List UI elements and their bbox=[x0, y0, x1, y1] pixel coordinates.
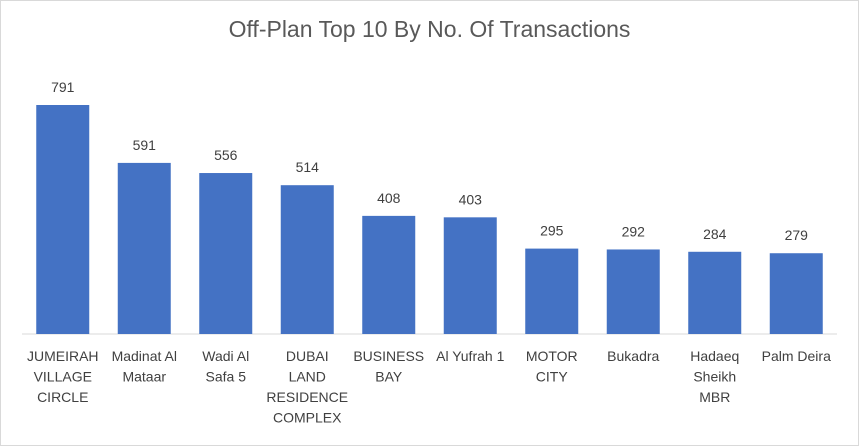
category-label: MBR bbox=[699, 389, 730, 405]
category-label: Safa 5 bbox=[206, 369, 247, 385]
data-label: 295 bbox=[540, 223, 564, 239]
data-label: 591 bbox=[133, 137, 157, 153]
category-label: CIRCLE bbox=[37, 389, 88, 405]
category-label: Madinat Al bbox=[112, 348, 177, 364]
data-label: 514 bbox=[296, 159, 320, 175]
category-label: BAY bbox=[375, 369, 403, 385]
category-label: MOTOR bbox=[526, 348, 578, 364]
bar bbox=[117, 162, 171, 334]
bar bbox=[199, 173, 253, 334]
bar bbox=[769, 253, 823, 334]
category-label: Wadi Al bbox=[202, 348, 249, 364]
data-label: 791 bbox=[51, 79, 75, 95]
bar bbox=[443, 217, 497, 334]
category-label: Palm Deira bbox=[762, 348, 831, 364]
chart-title: Off-Plan Top 10 By No. Of Transactions bbox=[228, 16, 631, 42]
category-label: Mataar bbox=[122, 369, 166, 385]
category-label: VILLAGE bbox=[34, 369, 92, 385]
data-label: 403 bbox=[459, 191, 483, 207]
bar bbox=[36, 105, 90, 334]
category-label: Hadaeq bbox=[690, 348, 739, 364]
category-label: Al Yufrah 1 bbox=[436, 348, 504, 364]
category-label: CITY bbox=[536, 369, 569, 385]
data-label: 284 bbox=[703, 226, 727, 242]
category-label: COMPLEX bbox=[273, 410, 342, 426]
bar bbox=[280, 185, 334, 334]
data-label: 556 bbox=[214, 147, 238, 163]
category-label: Sheikh bbox=[693, 369, 736, 385]
data-label: 292 bbox=[622, 223, 646, 239]
category-label: DUBAI bbox=[286, 348, 329, 364]
data-label: 408 bbox=[377, 190, 401, 206]
bar bbox=[362, 215, 416, 334]
category-label: BUSINESS bbox=[353, 348, 424, 364]
category-label: Bukadra bbox=[607, 348, 659, 364]
data-label: 279 bbox=[785, 227, 809, 243]
bar bbox=[688, 251, 742, 334]
category-label: JUMEIRAH bbox=[27, 348, 99, 364]
bar bbox=[525, 248, 579, 334]
category-label: RESIDENCE bbox=[266, 389, 348, 405]
bar bbox=[606, 249, 660, 334]
category-label: LAND bbox=[289, 369, 326, 385]
